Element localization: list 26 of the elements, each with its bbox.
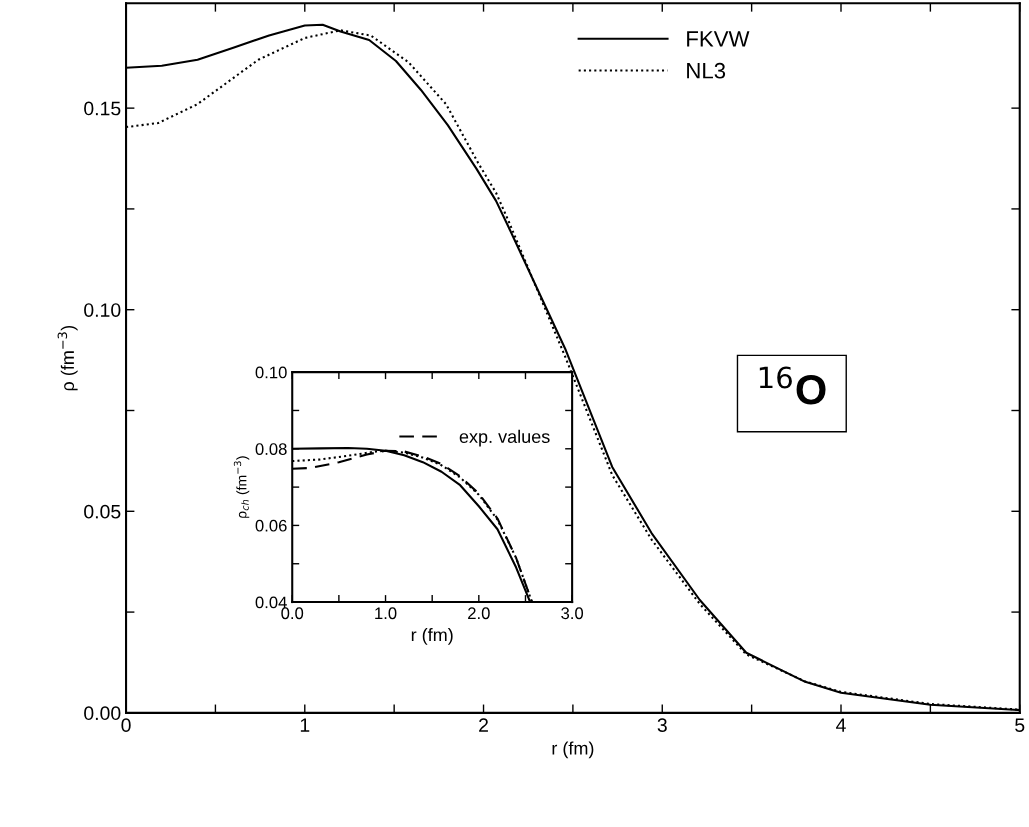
annotation: $^{16}$O [759, 366, 826, 405]
x-tick-label: 0 [121, 718, 131, 733]
legend-label: exp. values [459, 429, 550, 447]
y-tick-label: 0.04 [255, 596, 287, 609]
y-tick-label: 0.08 [255, 443, 287, 455]
legend-label: FKVW [687, 31, 750, 47]
y-tick-label: 0.10 [84, 303, 121, 317]
y-tick-label: 0.00 [84, 706, 121, 721]
x-tick-label: 3 [657, 718, 667, 733]
x-tick-label: 2.0 [468, 607, 490, 620]
y-tick-label: 0.10 [255, 366, 287, 379]
y-tick-label: 0.15 [84, 101, 121, 116]
y-axis-title: ρ$_{ch}$ (fm$^{−3}$) [233, 456, 250, 518]
x-tick-label: 0.0 [281, 607, 304, 620]
y-axis-title: ρ (fm$^{−3}$) [57, 325, 78, 391]
x-axis-title: r (fm) [552, 741, 594, 759]
legend-label: NL3 [687, 62, 726, 79]
x-tick-label: 3.0 [561, 607, 584, 620]
x-tick-label: 1 [300, 718, 310, 732]
x-tick-label: 5 [1015, 718, 1025, 733]
y-tick-label: 0.06 [255, 519, 287, 532]
x-axis-title: r (fm) [411, 628, 453, 645]
x-tick-label: 1.0 [375, 607, 397, 620]
y-tick-label: 0.05 [84, 504, 121, 519]
x-tick-label: 4 [836, 718, 846, 732]
x-tick-label: 2 [479, 718, 488, 732]
